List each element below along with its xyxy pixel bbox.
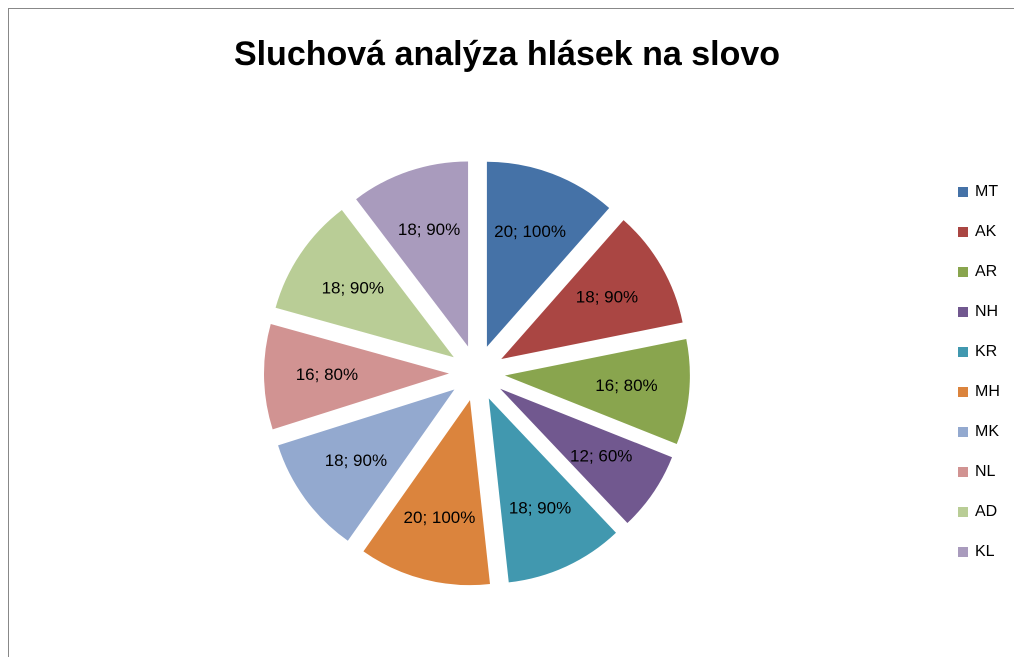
legend-label: AD <box>975 503 997 520</box>
legend-label: MT <box>975 183 998 200</box>
data-label: 18; 90% <box>576 287 638 306</box>
legend-swatch <box>958 347 968 357</box>
chart-title: Sluchová analýza hlásek na slovo <box>234 35 780 73</box>
legend-swatch <box>958 227 968 237</box>
legend-label: MH <box>975 383 1000 400</box>
legend-label: NH <box>975 303 998 320</box>
legend-label: NL <box>975 463 996 480</box>
data-label: 16; 80% <box>296 365 358 384</box>
data-label: 18; 90% <box>325 451 387 470</box>
legend-label: MK <box>975 423 999 440</box>
data-label: 16; 80% <box>595 376 657 395</box>
legend-swatch <box>958 427 968 437</box>
legend-swatch <box>958 307 968 317</box>
legend-swatch <box>958 187 968 197</box>
legend-swatch <box>958 267 968 277</box>
data-label: 18; 90% <box>322 278 384 297</box>
legend-label: KR <box>975 343 997 360</box>
data-label: 20; 100% <box>494 222 566 241</box>
data-label: 20; 100% <box>404 508 476 527</box>
legend-swatch <box>958 507 968 517</box>
legend-swatch <box>958 467 968 477</box>
data-label: 18; 90% <box>398 220 460 239</box>
data-label: 12; 60% <box>570 447 632 466</box>
legend-swatch <box>958 547 968 557</box>
legend-swatch <box>958 387 968 397</box>
legend-label: AR <box>975 263 997 280</box>
legend-label: AK <box>975 223 997 240</box>
legend-label: KL <box>975 543 995 560</box>
data-label: 18; 90% <box>509 499 571 518</box>
